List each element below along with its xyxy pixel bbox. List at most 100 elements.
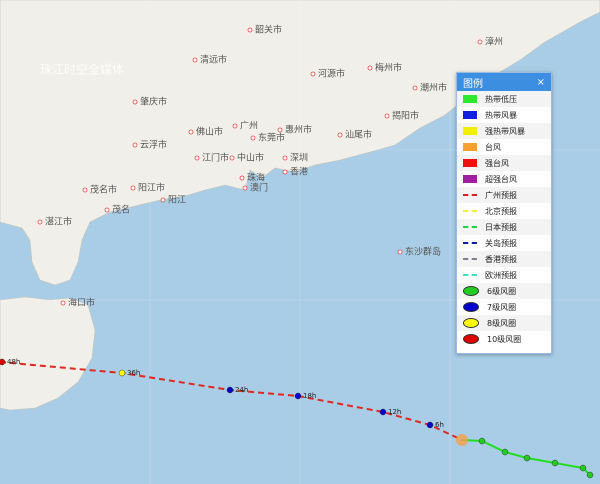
city-dot bbox=[239, 175, 245, 181]
legend-item: 日本预报 bbox=[457, 219, 551, 235]
city-dot bbox=[132, 99, 138, 105]
city-dot bbox=[104, 207, 110, 213]
city-dot bbox=[337, 132, 343, 138]
legend-item: 欧洲预报 bbox=[457, 267, 551, 283]
city-dot bbox=[132, 142, 138, 148]
legend-swatch bbox=[463, 242, 477, 244]
legend-label: 广州预报 bbox=[485, 190, 517, 200]
city-label: 珠海 bbox=[247, 172, 265, 184]
track-label: 24h bbox=[235, 386, 248, 394]
city-dot bbox=[232, 123, 238, 129]
city-dot bbox=[229, 155, 235, 161]
city-dot bbox=[412, 85, 418, 91]
track-point bbox=[226, 386, 234, 394]
city-label: 澳门 bbox=[250, 182, 268, 194]
city-dot bbox=[282, 169, 288, 175]
legend-item: 超强台风 bbox=[457, 171, 551, 187]
legend-item: 台风 bbox=[457, 139, 551, 155]
city-dot bbox=[310, 71, 316, 77]
track-label: 12h bbox=[388, 408, 401, 416]
legend-swatch bbox=[463, 111, 477, 119]
past-point bbox=[579, 464, 587, 472]
legend-item: 关岛预报 bbox=[457, 235, 551, 251]
legend-label: 热带风暴 bbox=[485, 110, 517, 120]
past-point bbox=[478, 437, 486, 445]
legend-item: 北京预报 bbox=[457, 203, 551, 219]
city-dot bbox=[477, 39, 483, 45]
legend-swatch bbox=[463, 95, 477, 103]
city-label: 湛江市 bbox=[45, 216, 72, 228]
city-dot bbox=[82, 187, 88, 193]
track-label: 18h bbox=[303, 392, 316, 400]
legend-item: 热带低压 bbox=[457, 91, 551, 107]
legend-label: 关岛预报 bbox=[485, 238, 517, 248]
city-dot bbox=[160, 197, 166, 203]
past-point bbox=[523, 454, 531, 462]
city-label: 茂名 bbox=[112, 204, 130, 216]
legend-item: 10级风圈 bbox=[457, 331, 551, 347]
legend-label: 强台风 bbox=[485, 158, 509, 168]
track-point bbox=[379, 408, 387, 416]
city-label: 香港 bbox=[290, 166, 308, 178]
city-dot bbox=[250, 135, 256, 141]
track-label: 36h bbox=[127, 369, 140, 377]
city-label: 清远市 bbox=[200, 54, 227, 66]
city-dot bbox=[247, 27, 253, 33]
city-label: 揭阳市 bbox=[392, 110, 419, 122]
past-point bbox=[551, 459, 559, 467]
legend-item: 热带风暴 bbox=[457, 107, 551, 123]
legend-label: 台风 bbox=[485, 142, 501, 152]
city-label: 韶关市 bbox=[255, 24, 282, 36]
city-label: 漳州 bbox=[485, 36, 503, 48]
legend-swatch bbox=[463, 210, 477, 212]
legend-swatch bbox=[463, 143, 477, 151]
city-label: 阳江市 bbox=[138, 182, 165, 194]
legend-item: 6级风圈 bbox=[457, 283, 551, 299]
city-label: 汕尾市 bbox=[345, 129, 372, 141]
city-dot bbox=[384, 113, 390, 119]
legend-swatch bbox=[463, 274, 477, 276]
track-point bbox=[118, 369, 126, 377]
city-label: 中山市 bbox=[237, 152, 264, 164]
current-position bbox=[456, 434, 468, 446]
city-label: 阳江 bbox=[168, 195, 186, 206]
track-point bbox=[0, 358, 6, 366]
city-label: 云浮市 bbox=[140, 139, 167, 151]
legend-label: 香港预报 bbox=[485, 254, 517, 264]
city-label: 潮州市 bbox=[420, 82, 447, 94]
legend-label: 7级风圈 bbox=[487, 302, 517, 312]
city-dot bbox=[277, 127, 283, 133]
legend-swatch bbox=[463, 318, 479, 328]
legend-swatch bbox=[463, 159, 477, 167]
city-dot bbox=[397, 249, 403, 255]
legend-swatch bbox=[463, 334, 479, 344]
city-dot bbox=[194, 155, 200, 161]
legend-swatch bbox=[463, 302, 479, 312]
legend-item: 7级风圈 bbox=[457, 299, 551, 315]
track-label: 6h bbox=[435, 421, 444, 429]
city-dot bbox=[188, 129, 194, 135]
legend-label: 6级风圈 bbox=[487, 286, 517, 296]
track-point bbox=[294, 392, 302, 400]
city-dot bbox=[37, 219, 43, 225]
track-point bbox=[426, 421, 434, 429]
legend-swatch bbox=[463, 194, 477, 196]
legend-label: 北京预报 bbox=[485, 206, 517, 216]
city-label: 河源市 bbox=[318, 68, 345, 80]
city-label: 深圳 bbox=[290, 153, 308, 164]
legend-label: 10级风圈 bbox=[487, 334, 522, 344]
legend-title: 图例 bbox=[463, 78, 483, 90]
past-point bbox=[501, 448, 509, 456]
legend-swatch bbox=[463, 127, 477, 135]
city-dot bbox=[192, 57, 198, 63]
close-button[interactable]: × bbox=[536, 76, 545, 88]
city-dot bbox=[367, 65, 373, 71]
legend-label: 热带低压 bbox=[485, 94, 517, 104]
legend-swatch bbox=[463, 258, 477, 260]
city-label: 茂名市 bbox=[90, 184, 117, 196]
legend-item: 香港预报 bbox=[457, 251, 551, 267]
city-label: 肇庆市 bbox=[140, 96, 167, 108]
legend-item: 8级风圈 bbox=[457, 315, 551, 331]
legend-header: 图例 × bbox=[457, 73, 551, 91]
